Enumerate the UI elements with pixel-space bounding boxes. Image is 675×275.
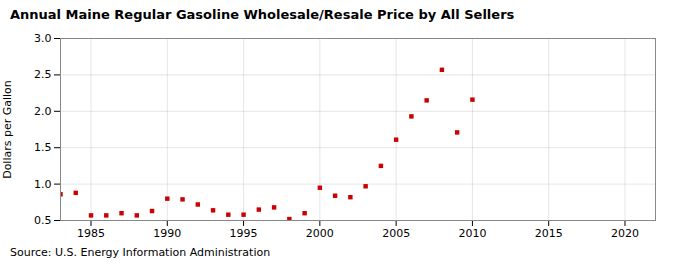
- svg-text:0.5: 0.5: [34, 214, 52, 227]
- svg-text:3.0: 3.0: [34, 32, 52, 45]
- svg-text:2010: 2010: [458, 227, 486, 240]
- svg-text:2015: 2015: [535, 227, 563, 240]
- svg-text:1985: 1985: [77, 227, 105, 240]
- svg-text:2020: 2020: [611, 227, 639, 240]
- html-text:Annual Maine Regular Gasoline: Annual Maine Regular Gasoline Wholesale/…: [10, 7, 515, 22]
- svg-text:1990: 1990: [153, 227, 181, 240]
- svg-text:2.5: 2.5: [34, 68, 52, 81]
- svg-text:2005: 2005: [382, 227, 410, 240]
- svg-text:Dollars per Gallon: Dollars per Gallon: [1, 80, 14, 179]
- svg-text:2.0: 2.0: [34, 105, 52, 118]
- svg-text:1995: 1995: [230, 227, 258, 240]
- html-text:Source: U.S. Energy Informatio: Source: U.S. Energy Information Administ…: [10, 246, 271, 259]
- svg-text:1.5: 1.5: [34, 141, 52, 154]
- svg-text:1.0: 1.0: [34, 178, 52, 191]
- svg-text:2000: 2000: [306, 227, 334, 240]
